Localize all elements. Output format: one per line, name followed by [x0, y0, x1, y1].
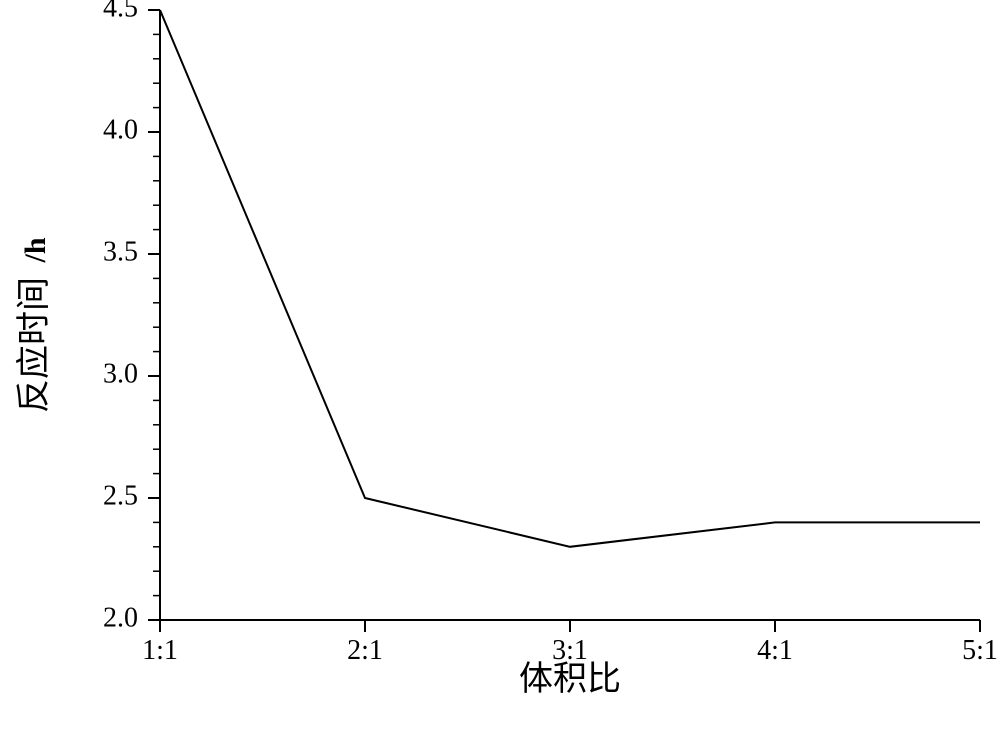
y-tick-label: 2.0 — [103, 602, 138, 633]
y-tick-label: 3.0 — [103, 358, 138, 389]
y-tick-label: 2.5 — [103, 480, 138, 511]
data-series-line — [160, 10, 980, 547]
x-axis-title: 体积比 — [519, 661, 621, 698]
y-axis-title-group: 反应时间/h — [15, 237, 53, 413]
y-tick-label: 3.5 — [103, 236, 138, 267]
y-axis-title-unit: /h — [19, 237, 52, 263]
x-tick-label: 2:1 — [347, 635, 383, 666]
chart-canvas: 2.02.53.03.54.04.51:12:13:14:15:1体积比反应时间… — [0, 0, 1000, 732]
line-chart: 2.02.53.03.54.04.51:12:13:14:15:1体积比反应时间… — [0, 0, 1000, 732]
x-tick-label: 5:1 — [962, 635, 998, 666]
x-tick-label: 4:1 — [757, 635, 793, 666]
y-tick-label: 4.5 — [103, 0, 138, 23]
x-tick-label: 1:1 — [142, 635, 178, 666]
y-tick-label: 4.0 — [103, 114, 138, 145]
y-axis-title: 反应时间 — [15, 277, 53, 413]
